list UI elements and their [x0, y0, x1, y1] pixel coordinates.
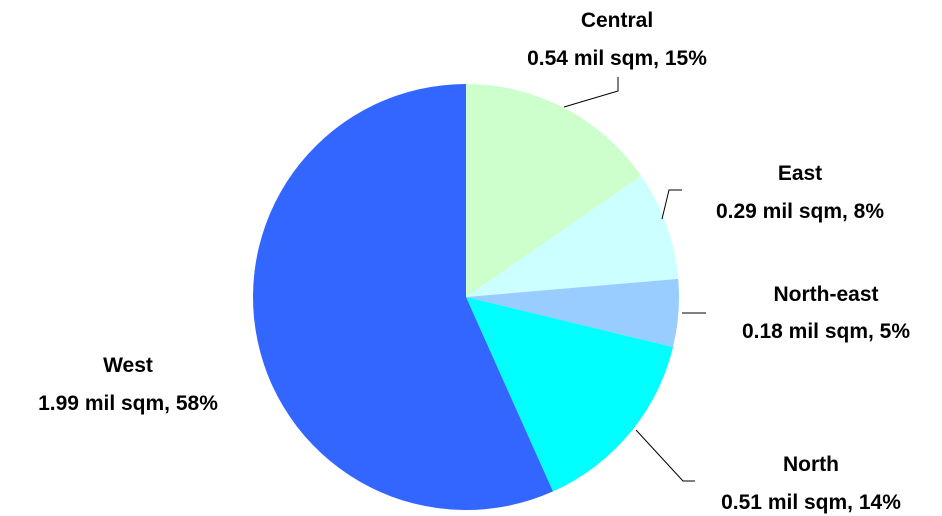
pie-slice-east	[466, 176, 679, 297]
slice-labels: Central 0.54 mil sqm, 15% East 0.29 mil …	[38, 9, 910, 514]
pie-slices	[252, 84, 680, 511]
pie-slice-west	[252, 84, 553, 511]
slice-label-north-east-name: North-east	[773, 283, 878, 306]
slice-label-north-value: 0.51 mil sqm, 14%	[721, 491, 901, 514]
slice-label-north-east-value: 0.18 mil sqm, 5%	[742, 320, 910, 343]
slice-label-east-value: 0.29 mil sqm, 8%	[716, 200, 884, 223]
leader-line-east	[661, 189, 682, 220]
slice-label-east-name: East	[778, 162, 822, 185]
leader-line-central	[563, 77, 619, 108]
slice-label-central-name: Central	[581, 9, 653, 32]
leader-lines	[563, 77, 706, 482]
slice-label-central-value: 0.54 mil sqm, 15%	[527, 47, 707, 70]
pie-slice-north	[466, 297, 674, 492]
slice-label-north-name: North	[783, 453, 839, 476]
slice-label-west-value: 1.99 mil sqm, 58%	[38, 392, 218, 415]
pie-slice-central	[466, 84, 642, 297]
pie-slice-north-east	[466, 278, 680, 348]
leader-line-north	[635, 429, 695, 482]
slice-label-west-name: West	[103, 354, 153, 377]
